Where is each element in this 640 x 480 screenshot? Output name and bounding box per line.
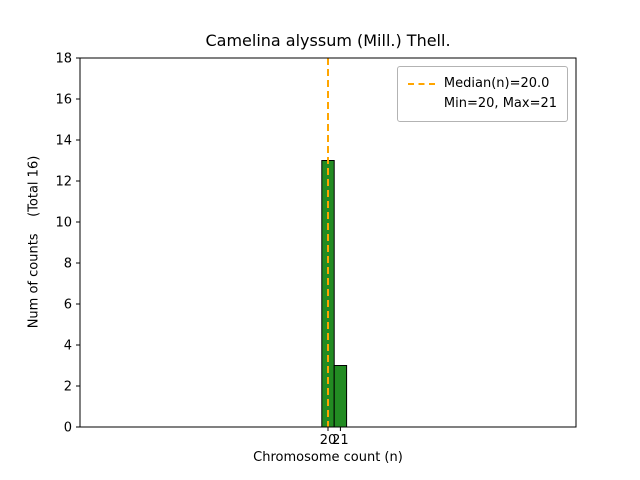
y-tick-label: 14 xyxy=(55,134,72,149)
y-tick-label: 4 xyxy=(64,339,72,354)
legend-entry-minmax: Min=20, Max=21 xyxy=(408,94,557,114)
y-tick-label: 16 xyxy=(55,93,72,108)
legend-entry-median: Median(n)=20.0 xyxy=(407,74,557,94)
y-tick-label: 0 xyxy=(64,421,72,436)
x-tick-label: 21 xyxy=(332,433,349,448)
legend-minmax-label: Min=20, Max=21 xyxy=(443,96,557,111)
legend-median-label: Median(n)=20.0 xyxy=(443,76,550,91)
chart-title: Camelina alyssum (Mill.) Thell. xyxy=(205,31,451,50)
y-tick-label: 18 xyxy=(55,52,72,67)
y-tick-label: 8 xyxy=(64,257,72,272)
y-axis-label: Num of counts (Total 16) xyxy=(26,155,42,329)
y-tick-label: 2 xyxy=(64,380,72,395)
median-dashed-line-icon xyxy=(407,83,435,85)
histogram-bar xyxy=(333,365,348,428)
legend: Median(n)=20.0 Min=20, Max=21 xyxy=(396,66,568,122)
y-tick-label: 12 xyxy=(55,175,72,190)
y-tick-label: 10 xyxy=(55,216,72,231)
x-tick-label: 20 xyxy=(320,433,337,448)
x-axis-label: Chromosome count (n) xyxy=(253,450,403,465)
y-tick-label: 6 xyxy=(64,298,72,313)
